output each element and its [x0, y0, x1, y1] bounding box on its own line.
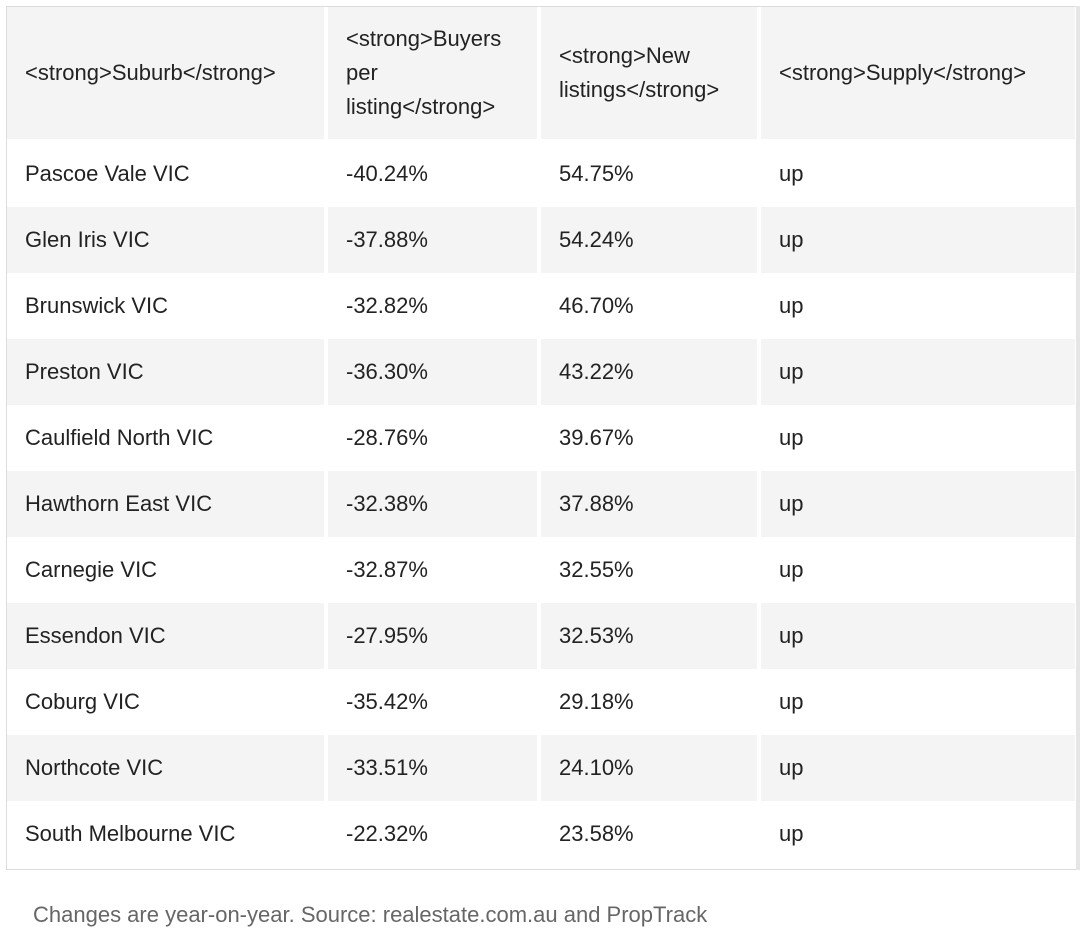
- cell-new-listings: 39.67%: [541, 405, 761, 471]
- table-caption: Changes are year-on-year. Source: reales…: [33, 902, 708, 927]
- cell-supply: up: [761, 339, 1080, 405]
- header-suburb: <strong>Suburb</strong>: [7, 7, 328, 141]
- table-row: Caulfield North VIC -28.76% 39.67% up: [7, 405, 1080, 471]
- cell-new-listings: 46.70%: [541, 273, 761, 339]
- cell-suburb: Pascoe Vale VIC: [7, 141, 328, 207]
- cell-buyers-per-listing: -40.24%: [328, 141, 541, 207]
- cell-buyers-per-listing: -33.51%: [328, 735, 541, 801]
- suburb-table: <strong>Suburb</strong> <strong>Buyers p…: [7, 7, 1080, 867]
- cell-buyers-per-listing: -27.95%: [328, 603, 541, 669]
- cell-buyers-per-listing: -32.82%: [328, 273, 541, 339]
- header-buyers-per-listing: <strong>Buyers per listing</strong>: [328, 7, 541, 141]
- cell-buyers-per-listing: -32.38%: [328, 471, 541, 537]
- suburb-table-container: <strong>Suburb</strong> <strong>Buyers p…: [6, 6, 1080, 870]
- cell-supply: up: [761, 405, 1080, 471]
- table-row: Glen Iris VIC -37.88% 54.24% up: [7, 207, 1080, 273]
- cell-buyers-per-listing: -28.76%: [328, 405, 541, 471]
- cell-new-listings: 24.10%: [541, 735, 761, 801]
- table-row: Coburg VIC -35.42% 29.18% up: [7, 669, 1080, 735]
- cell-suburb: Preston VIC: [7, 339, 328, 405]
- cell-supply: up: [761, 801, 1080, 867]
- cell-buyers-per-listing: -36.30%: [328, 339, 541, 405]
- cell-supply: up: [761, 141, 1080, 207]
- table-row: Brunswick VIC -32.82% 46.70% up: [7, 273, 1080, 339]
- cell-new-listings: 29.18%: [541, 669, 761, 735]
- cell-new-listings: 37.88%: [541, 471, 761, 537]
- cell-suburb: Brunswick VIC: [7, 273, 328, 339]
- table-row: Preston VIC -36.30% 43.22% up: [7, 339, 1080, 405]
- cell-suburb: South Melbourne VIC: [7, 801, 328, 867]
- cell-suburb: Coburg VIC: [7, 669, 328, 735]
- table-row: Essendon VIC -27.95% 32.53% up: [7, 603, 1080, 669]
- table-header-row: <strong>Suburb</strong> <strong>Buyers p…: [7, 7, 1080, 141]
- cell-new-listings: 54.24%: [541, 207, 761, 273]
- cell-suburb: Carnegie VIC: [7, 537, 328, 603]
- cell-suburb: Northcote VIC: [7, 735, 328, 801]
- cell-new-listings: 54.75%: [541, 141, 761, 207]
- table-row: Carnegie VIC -32.87% 32.55% up: [7, 537, 1080, 603]
- cell-supply: up: [761, 669, 1080, 735]
- table-row: Pascoe Vale VIC -40.24% 54.75% up: [7, 141, 1080, 207]
- cell-new-listings: 43.22%: [541, 339, 761, 405]
- cell-new-listings: 23.58%: [541, 801, 761, 867]
- cell-supply: up: [761, 471, 1080, 537]
- cell-supply: up: [761, 207, 1080, 273]
- table-overflow-edge: [1076, 6, 1080, 870]
- cell-buyers-per-listing: -22.32%: [328, 801, 541, 867]
- header-supply: <strong>Supply</strong>: [761, 7, 1080, 141]
- cell-buyers-per-listing: -37.88%: [328, 207, 541, 273]
- cell-buyers-per-listing: -35.42%: [328, 669, 541, 735]
- table-row: South Melbourne VIC -22.32% 23.58% up: [7, 801, 1080, 867]
- cell-suburb: Essendon VIC: [7, 603, 328, 669]
- cell-supply: up: [761, 537, 1080, 603]
- cell-suburb: Glen Iris VIC: [7, 207, 328, 273]
- cell-suburb: Caulfield North VIC: [7, 405, 328, 471]
- header-new-listings: <strong>New listings</strong>: [541, 7, 761, 141]
- cell-supply: up: [761, 273, 1080, 339]
- cell-new-listings: 32.53%: [541, 603, 761, 669]
- cell-buyers-per-listing: -32.87%: [328, 537, 541, 603]
- cell-supply: up: [761, 735, 1080, 801]
- cell-supply: up: [761, 603, 1080, 669]
- table-row: Northcote VIC -33.51% 24.10% up: [7, 735, 1080, 801]
- table-row: Hawthorn East VIC -32.38% 37.88% up: [7, 471, 1080, 537]
- cell-suburb: Hawthorn East VIC: [7, 471, 328, 537]
- cell-new-listings: 32.55%: [541, 537, 761, 603]
